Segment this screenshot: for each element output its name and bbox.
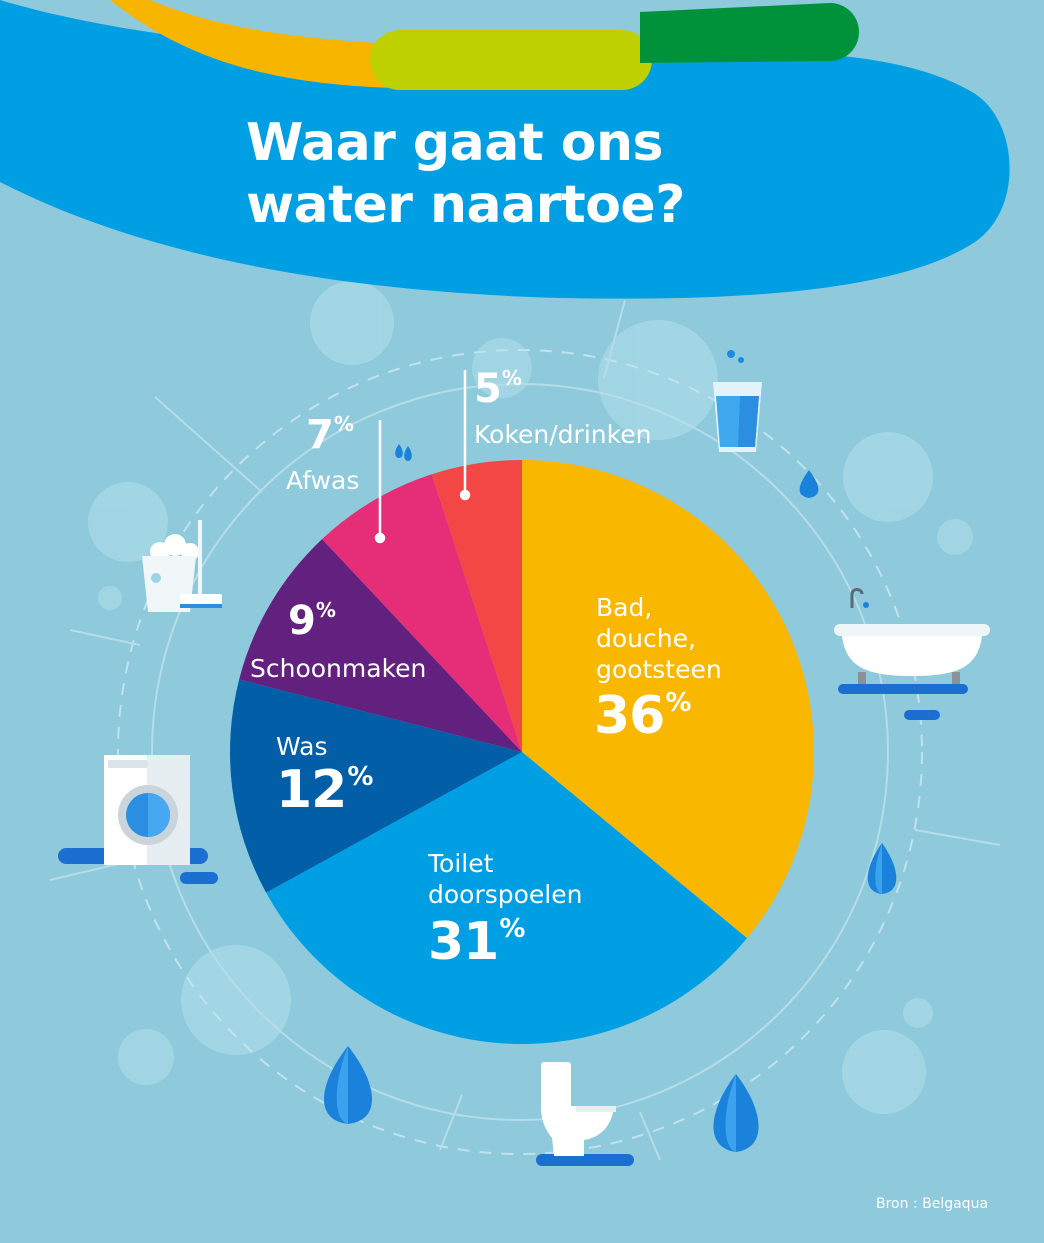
percent-sign: %	[333, 412, 354, 436]
drop-icon	[867, 843, 897, 894]
pie-slice-2	[229, 679, 522, 893]
washing-machine-icon	[58, 755, 218, 884]
percent-sign: %	[315, 598, 336, 622]
pie-slice-5	[431, 460, 522, 752]
value-text: 9	[288, 598, 316, 644]
pie-slice-4	[322, 474, 522, 752]
pie-slice-1	[266, 752, 747, 1044]
bathtub-icon	[834, 588, 990, 720]
water-glass-icon	[713, 350, 762, 452]
value-text: 5	[474, 366, 502, 412]
slice-value-schoonmaken: 9%	[288, 598, 336, 644]
source-credit: Bron : Belgaqua	[876, 1196, 989, 1212]
title-line: Waar gaat ons	[246, 113, 664, 173]
page-title: Waar gaat ons water naartoe?	[246, 112, 766, 236]
drop-icon	[323, 1046, 373, 1124]
banner-shape	[0, 0, 1010, 299]
leader-lines	[374, 370, 471, 544]
slice-name-bad: Bad, douche, gootsteen	[596, 593, 722, 684]
slice-value-koken: 5%	[474, 366, 522, 412]
percent-sign: %	[665, 688, 691, 718]
slice-value-afwas: 7%	[306, 412, 354, 458]
toilet-icon	[536, 1062, 634, 1166]
slice-name-koken: Koken/drinken	[474, 420, 652, 449]
stripe-green	[640, 3, 859, 63]
stripe-lime	[370, 30, 652, 90]
radial-lines	[49, 299, 1001, 1161]
percent-sign: %	[501, 366, 522, 390]
water-drops-icon	[395, 444, 412, 461]
slice-value-toilet: 31%	[428, 914, 525, 968]
outer-dashed-ring	[117, 349, 923, 1155]
value-text: 12	[276, 760, 347, 821]
background-bubbles	[88, 281, 973, 1114]
value-text: 36	[594, 686, 665, 747]
slice-name-afwas: Afwas	[286, 466, 360, 495]
pie-slice-3	[239, 539, 523, 752]
drop-icon	[799, 470, 819, 498]
slice-name-was: Was	[276, 732, 328, 761]
pie-slice-0	[522, 460, 815, 939]
slice-value-bad: 36%	[594, 688, 691, 742]
percent-sign: %	[499, 914, 525, 944]
pie-chart	[229, 460, 815, 1044]
stripe-yellow	[110, 0, 395, 88]
title-line: water naartoe?	[246, 175, 685, 235]
value-text: 7	[306, 412, 334, 458]
slice-name-schoonmaken: Schoonmaken	[250, 654, 427, 683]
slice-name-toilet: Toilet doorspoelen	[428, 849, 583, 909]
drop-icon	[713, 1074, 759, 1152]
bucket-mop-icon	[142, 520, 222, 612]
percent-sign: %	[347, 762, 373, 792]
value-text: 31	[428, 912, 499, 973]
outer-solid-ring	[151, 383, 889, 1121]
slice-value-was: 12%	[276, 762, 373, 816]
